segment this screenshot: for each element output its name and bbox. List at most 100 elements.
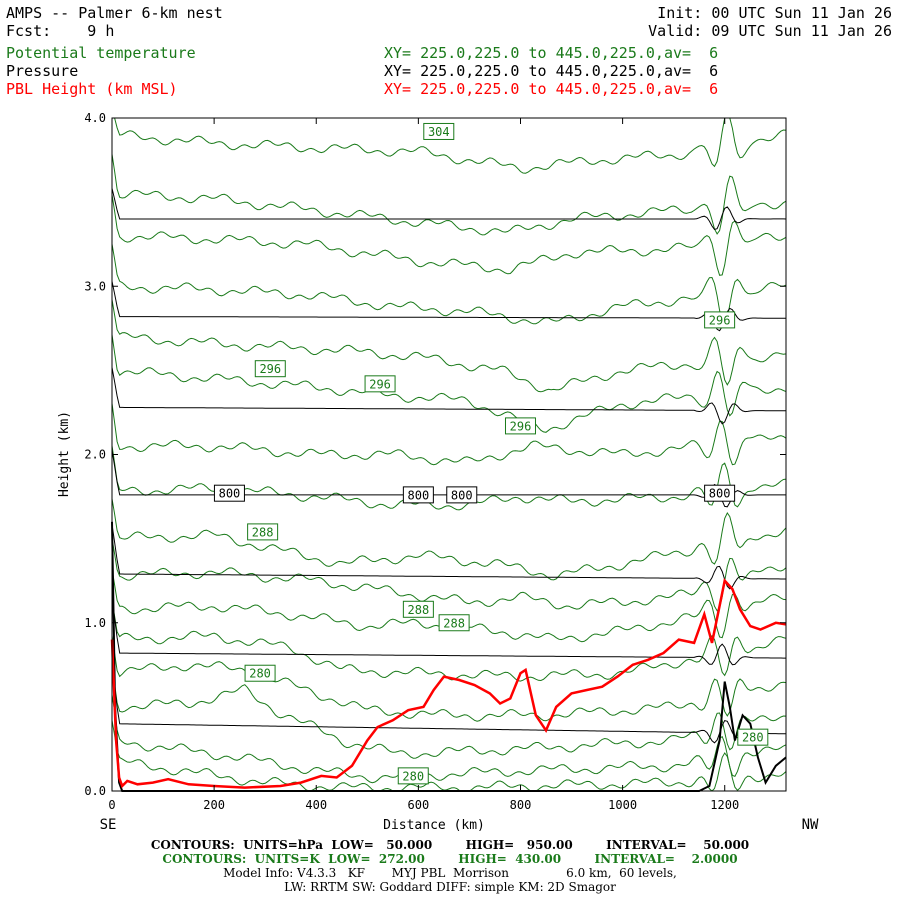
contour-label: 304 (423, 122, 455, 140)
x-tick-label: 200 (203, 798, 225, 812)
theta-contour-302 (111, 194, 787, 276)
terrain-line (111, 521, 787, 792)
contour-label-text: 296 (369, 377, 391, 391)
contour-label-box (704, 311, 736, 329)
forecast-hour: Fcst: 9 h (6, 22, 115, 40)
y-tick-label: 2.0 (84, 448, 106, 462)
pressure-contours (111, 188, 787, 744)
footer-pressure-contours: CONTOURS: UNITS=hPa LOW= 50.000 HIGH= 95… (150, 838, 750, 852)
contour-label: 280 (244, 664, 276, 682)
field-xy-pressure: XY= 225.0,225.0 to 445.0,225.0,av= 6 (384, 62, 719, 80)
field-xy-pbl: XY= 225.0,225.0 to 445.0,225.0,av= 6 (384, 80, 719, 98)
x-end-label-left: SE (100, 817, 117, 833)
theta-contour-298 (111, 299, 787, 393)
theta-contour-306 (112, 117, 787, 174)
contour-label-text: 800 (709, 487, 731, 501)
theta-contour-280 (111, 665, 787, 759)
pressure-contour-750 (111, 367, 787, 425)
x-axis-label: Distance (km) (383, 818, 485, 833)
field-name-theta: Potential temperature (6, 44, 196, 62)
contour-label-text: 296 (259, 362, 281, 376)
contour-label-box (704, 484, 736, 502)
footer-model-info: Model Info: V4.3.3 KF MYJ PBL Morrison 6… (223, 866, 677, 880)
pressure-contour-650 (111, 188, 787, 230)
y-axis-label: Height (km) (57, 411, 72, 497)
x-tick-label: 1200 (710, 798, 739, 812)
contour-label-box (397, 767, 429, 785)
contour-label-box (402, 486, 434, 504)
terrain-path (111, 521, 787, 792)
y-tick-label: 4.0 (84, 111, 106, 125)
field-xy-theta: XY= 225.0,225.0 to 445.0,225.0,av= 6 (384, 44, 719, 62)
pbl-height-line (110, 578, 787, 789)
contour-label-box (402, 600, 434, 618)
contour-label: 288 (438, 614, 470, 632)
contour-label-box (254, 360, 286, 378)
valid-time: Valid: 09 UTC Sun 11 Jan 26 (648, 22, 892, 40)
contour-label-box (737, 728, 769, 746)
contour-label-text: 288 (408, 603, 430, 617)
contour-label-box (504, 417, 536, 435)
y-tick-label: 3.0 (84, 279, 106, 293)
contour-labels: 304 296 296 296 296 288 288 288 280 280 280 800 800 8… (213, 122, 769, 785)
theta-contour-296 (111, 334, 787, 433)
axes: 0.0 1.0 2.0 3.0 4.0 0 200 400 600 800 1000 1200 (84, 111, 786, 812)
theta-contour-288 (111, 538, 787, 612)
contour-label: 296 (364, 375, 396, 393)
y-tick-label: 1.0 (84, 616, 106, 630)
contour-label-box (244, 664, 276, 682)
contour-label-text: 800 (451, 488, 473, 502)
contour-label-text: 304 (428, 125, 450, 139)
pressure-contour-950 (111, 664, 786, 744)
footer-physics-info: LW: RRTM SW: Goddard DIFF: simple KM: 2D… (284, 880, 616, 894)
x-tick-label: 600 (408, 798, 430, 812)
x-tick-label: 1000 (608, 798, 637, 812)
contour-label: 296 (704, 311, 736, 329)
contour-label: 280 (737, 728, 769, 746)
contour-label-text: 280 (742, 731, 764, 745)
contour-label-box (213, 484, 245, 502)
theta-contour-278 (111, 694, 787, 784)
contour-label-box (247, 523, 279, 541)
contour-label: 296 (504, 417, 536, 435)
theta-contour-304 (111, 154, 787, 236)
contour-label-text: 280 (249, 667, 271, 681)
theta-contour-276 (111, 720, 787, 792)
contour-label-box (364, 375, 396, 393)
contour-label-text: 288 (443, 616, 465, 630)
contour-label: 288 (247, 523, 279, 541)
chart-title: AMPS -- Palmer 6-km nest (6, 4, 223, 22)
field-name-pressure: Pressure (6, 62, 79, 80)
x-tick-label: 800 (510, 798, 532, 812)
theta-contour-294 (111, 403, 787, 466)
contour-label: 800 (704, 484, 736, 502)
contour-label: 800 (446, 486, 478, 504)
init-time: Init: 00 UTC Sun 11 Jan 26 (657, 4, 892, 22)
contour-label: 800 (213, 484, 245, 502)
contour-label-text: 280 (402, 769, 424, 783)
x-tick-label: 400 (305, 798, 327, 812)
contour-label-box (438, 614, 470, 632)
pressure-contour-700 (111, 281, 786, 332)
contour-label-text: 800 (408, 488, 430, 502)
contour-label: 296 (254, 360, 286, 378)
theta-contour-282 (111, 635, 787, 722)
contour-label-text: 800 (219, 487, 241, 501)
contour-label-text: 288 (252, 525, 274, 539)
pressure-contour-850 (111, 524, 786, 590)
contour-label-text: 296 (510, 419, 532, 433)
pressure-contour-900 (111, 598, 786, 666)
theta-contour-300 (111, 243, 787, 326)
contour-label-box (446, 486, 478, 504)
contour-label: 288 (402, 600, 434, 618)
contour-label-text: 296 (709, 313, 731, 327)
field-name-pbl: PBL Height (km MSL) (6, 80, 178, 98)
contour-label: 800 (402, 486, 434, 504)
contour-label: 280 (397, 767, 429, 785)
pbl-height-path (110, 578, 787, 789)
y-tick-label: 0.0 (84, 784, 106, 798)
theta-contour-290 (111, 498, 787, 581)
x-tick-label: 0 (108, 798, 115, 812)
footer-theta-contours: CONTOURS: UNITS=K LOW= 272.00 HIGH= 430.… (162, 852, 738, 866)
